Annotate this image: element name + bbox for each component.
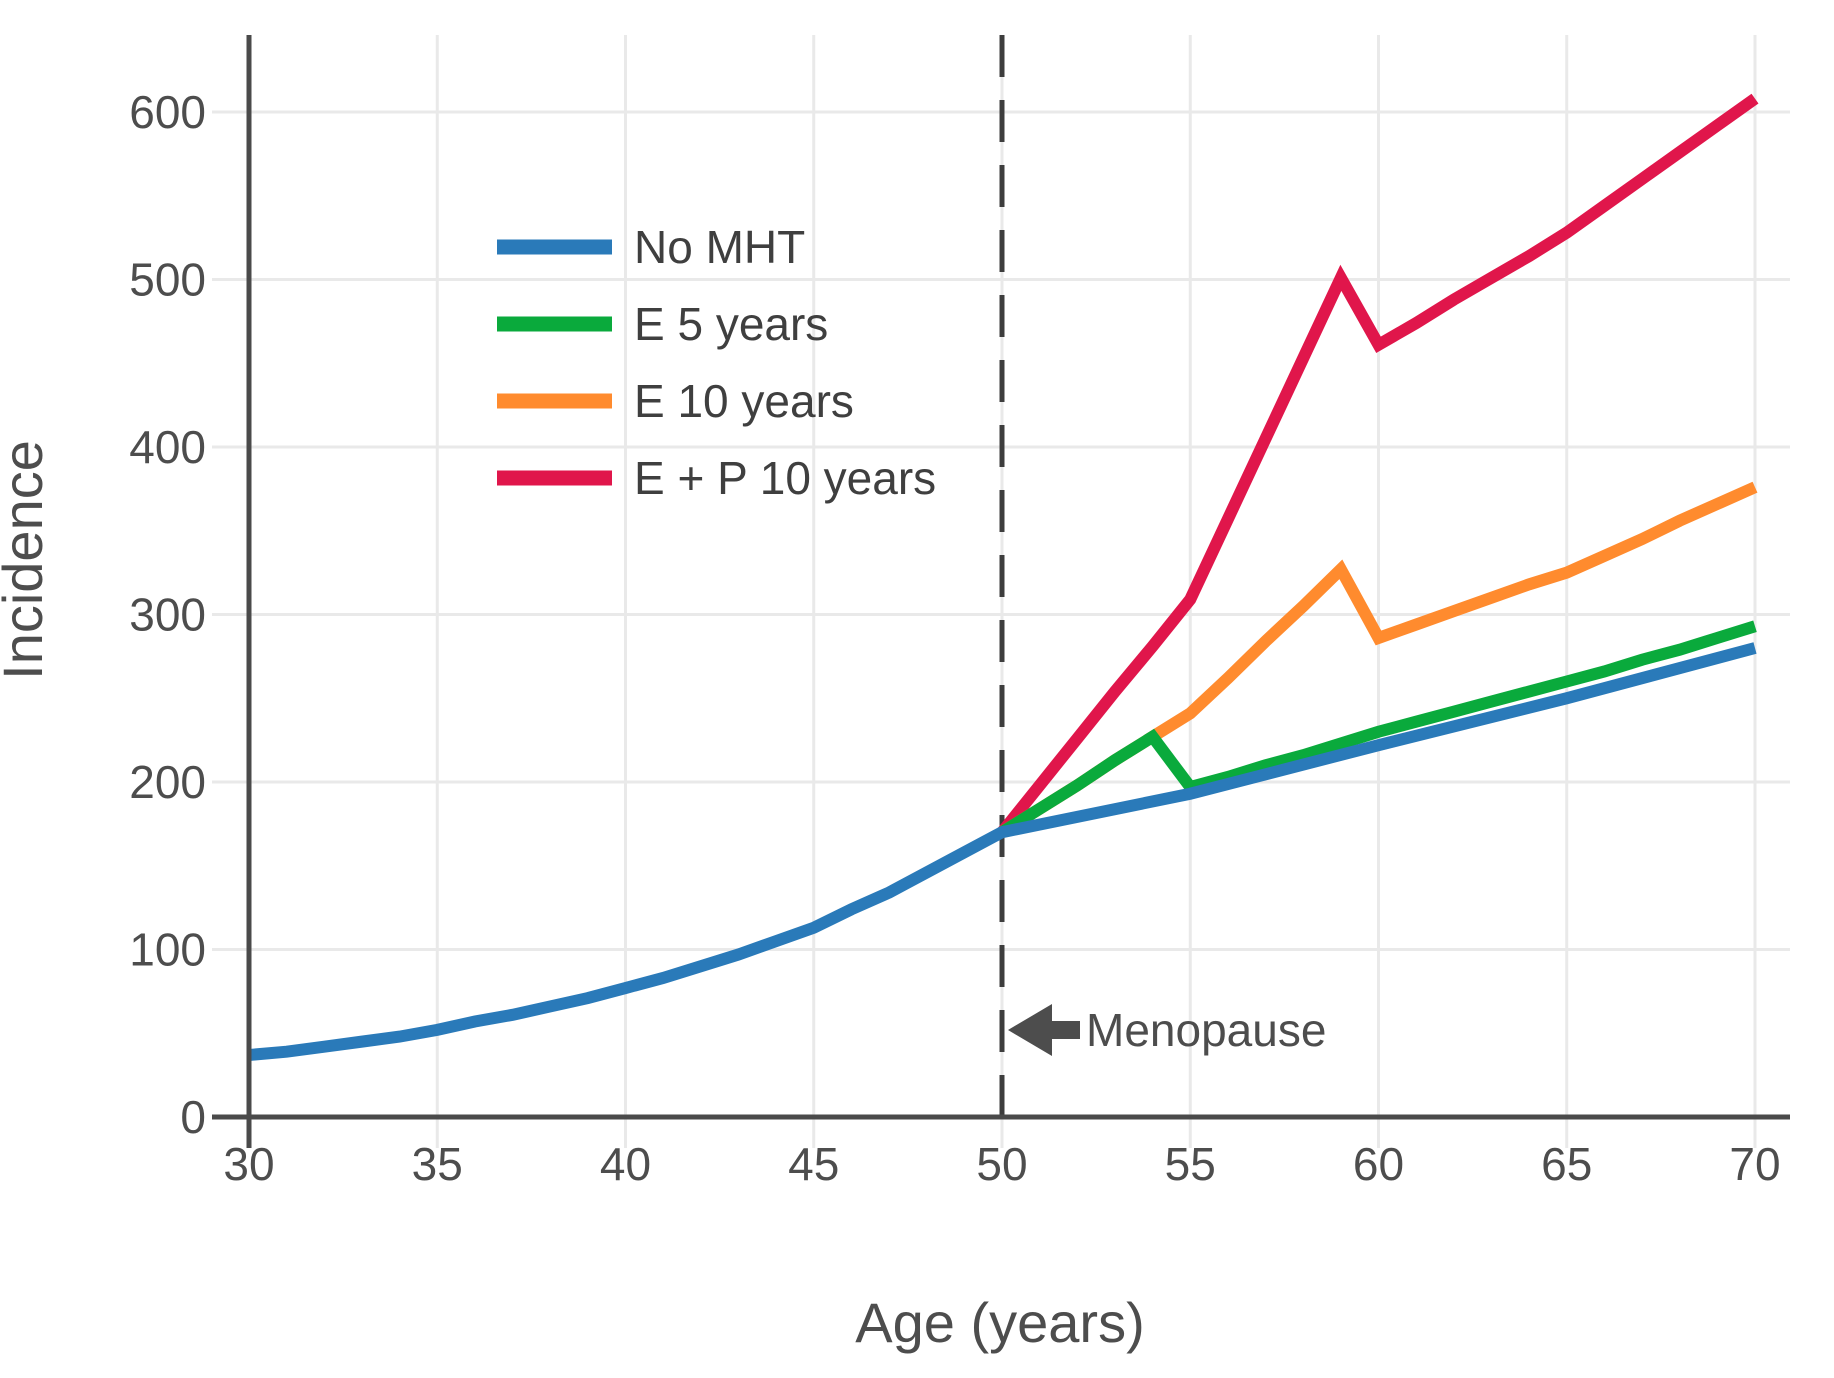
- menopause-annotation: Menopause: [1008, 1004, 1326, 1056]
- legend-label-no-mht: No MHT: [634, 221, 805, 273]
- x-tick-label-55: 55: [1165, 1138, 1216, 1190]
- axes: [212, 35, 1790, 1148]
- legend: No MHT E 5 years E 10 years E + P 10 yea…: [497, 221, 936, 504]
- y-axis-title: Incidence: [0, 440, 54, 680]
- x-axis-title: Age (years): [855, 1291, 1144, 1354]
- x-tick-label-50: 50: [976, 1138, 1027, 1190]
- x-tick-label-40: 40: [600, 1138, 651, 1190]
- y-tick-label-300: 300: [129, 589, 206, 641]
- legend-label-e-5-years: E 5 years: [634, 298, 828, 350]
- series-line-no-mht: [248, 642, 1757, 1062]
- y-tick-label-0: 0: [180, 1091, 206, 1143]
- y-tick-label-400: 400: [129, 421, 206, 473]
- x-tick-label-70: 70: [1729, 1138, 1780, 1190]
- y-tick-label-500: 500: [129, 254, 206, 306]
- x-tick-label-45: 45: [788, 1138, 839, 1190]
- x-tick-label-30: 30: [223, 1138, 274, 1190]
- legend-label-e-10-years: E 10 years: [634, 375, 854, 427]
- tick-labels: 0 100 200 300 400 500 600 30 35 40 45 50 55 60 65 70: [129, 86, 1780, 1190]
- x-tick-label-65: 65: [1541, 1138, 1592, 1190]
- y-tick-label-200: 200: [129, 756, 206, 808]
- data-series: [248, 93, 1759, 1062]
- x-tick-label-35: 35: [412, 1138, 463, 1190]
- left-arrow-icon: [1008, 1004, 1080, 1056]
- menopause-label: Menopause: [1086, 1004, 1326, 1056]
- series-line-e-5-years: [998, 620, 1757, 838]
- legend-label-e-p-10-years: E + P 10 years: [634, 452, 936, 504]
- x-tick-label-60: 60: [1353, 1138, 1404, 1190]
- y-tick-label-600: 600: [129, 86, 206, 138]
- y-tick-label-100: 100: [129, 924, 206, 976]
- series-line-e-p-10-years: [997, 93, 1759, 837]
